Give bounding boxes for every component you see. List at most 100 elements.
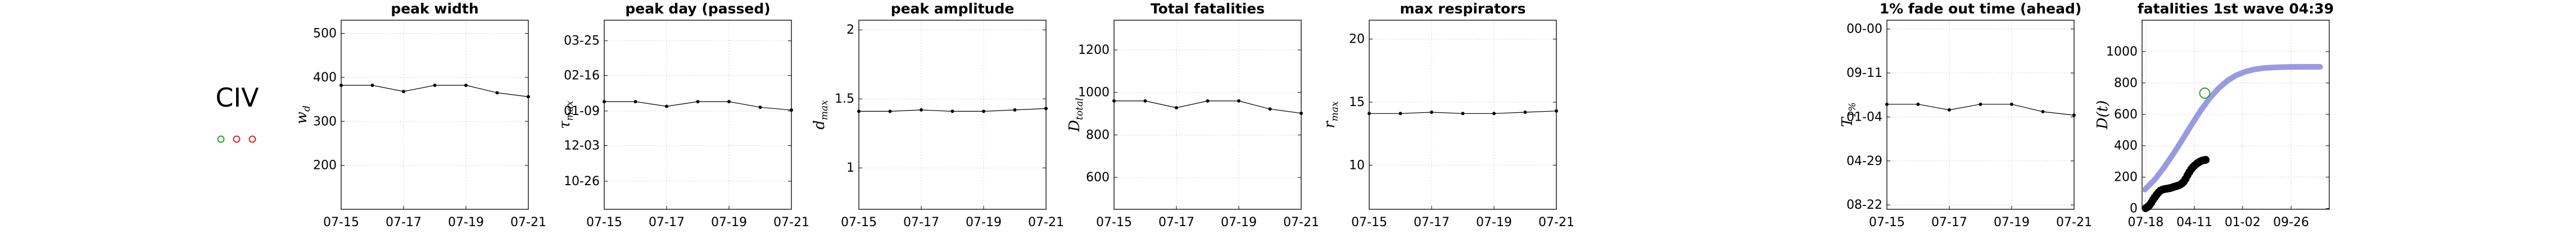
grid (1886, 20, 2075, 209)
data-point (1368, 112, 1371, 116)
y-tick-label: 300 (313, 114, 337, 129)
plot-frame (1886, 20, 2075, 210)
data-point (1979, 102, 1982, 106)
data-point (2072, 113, 2076, 117)
plot-frame (2142, 20, 2330, 210)
country-block: CIV (215, 82, 259, 143)
y-tick-label: 2 (846, 23, 854, 37)
y-axis-label: wd (293, 105, 313, 124)
x-tick-label: 07-21 (1283, 215, 1319, 230)
grid (341, 20, 529, 209)
plot-frame (604, 20, 792, 210)
model-curve (2142, 64, 2323, 192)
data-point (857, 109, 861, 113)
status-marker (217, 135, 225, 143)
data-point (1885, 102, 1889, 106)
data-point (1398, 112, 1402, 116)
y-tick-label: 00-00 (1846, 22, 1882, 36)
grid (604, 20, 792, 209)
x-tick-label: 07-21 (1538, 215, 1574, 230)
y-axis-label: D(t) (2094, 100, 2111, 130)
y-tick-label: 01-04 (1846, 110, 1882, 124)
y-axis-label-main: d (811, 120, 828, 130)
x-tick-label: 07-15 (1096, 215, 1132, 230)
y-tick-label: 1 (846, 161, 854, 175)
y-axis-label-sub: max (1329, 101, 1341, 121)
y-axis-label-main: w (293, 112, 310, 124)
data-point (1430, 111, 1433, 114)
y-axis-label-sub: 1% (1847, 102, 1858, 117)
data-point (2010, 102, 2013, 106)
y-axis-label: T1% (1839, 102, 1858, 127)
x-tick-label: 07-17 (1931, 215, 1967, 230)
y-tick-label: 20 (1349, 33, 1365, 47)
x-tick-label: 07-19 (448, 215, 484, 230)
y-tick-label: 600 (2114, 108, 2138, 122)
panel-title: fatalities 1st wave 04:39 (2138, 1, 2334, 17)
x-tick-label: 07-15 (1869, 215, 1905, 230)
y-axis-label-main: r (1321, 121, 1338, 129)
data-point (1523, 111, 1527, 114)
y-axis-label: rmax (1321, 101, 1341, 129)
y-tick-label: 1000 (1078, 86, 1110, 100)
observed-point (2202, 155, 2210, 164)
data-point (1237, 99, 1241, 103)
x-tick-label: 07-15 (841, 215, 877, 230)
x-tick-label: 07-19 (711, 215, 747, 230)
x-tick-label: 04-11 (2176, 215, 2212, 230)
marker-point (2199, 88, 2211, 99)
x-tick-label: 07-19 (1994, 215, 2030, 230)
plot-frame (341, 20, 529, 210)
panel-title: Total fatalities (1151, 1, 1265, 17)
grid (1113, 20, 1302, 209)
panel-fade-out-time: 1% fade out time (ahead) T1% 08-22 04-29 0… (1839, 1, 2092, 230)
data-point (1013, 108, 1017, 112)
y-tick-label: 10-26 (564, 175, 600, 189)
data-point (370, 83, 374, 87)
data-point (1268, 107, 1272, 111)
y-tick-label: 12-03 (564, 139, 600, 153)
y-axis-label-main: D(t) (2094, 100, 2111, 130)
panel-fatalities-first-wave: fatalities 1st wave 04:39 D(t) 0 200 400 60… (2094, 1, 2334, 230)
y-tick-label: 800 (2114, 76, 2138, 90)
x-tick-label: 07-17 (386, 215, 422, 230)
x-tick-label: 07-19 (966, 215, 1002, 230)
x-tick-label: 07-21 (1028, 215, 1064, 230)
y-tick-label: 1000 (2106, 45, 2138, 59)
y-tick-label: 04-29 (1846, 154, 1882, 168)
x-tick-label: 07-17 (903, 215, 939, 230)
x-tick-label: 07-21 (2056, 215, 2092, 230)
data-point (1175, 106, 1178, 110)
data-point (464, 83, 468, 87)
panel-title: peak width (391, 1, 478, 17)
data-point (527, 95, 530, 99)
data-point (402, 89, 405, 93)
panel-peak-width: peak width wd 200 300 400 500 07-15 07-17 07-1… (293, 1, 546, 230)
data-point (1555, 109, 1558, 113)
grid (2142, 20, 2329, 209)
x-tick-label: 09-26 (2273, 215, 2309, 230)
data-point (950, 109, 954, 113)
x-tick-label: 07-21 (510, 215, 546, 230)
x-tick-label: 07-15 (586, 215, 622, 230)
y-tick-label: 400 (313, 71, 337, 85)
y-axis-label: τmax (556, 100, 576, 129)
data-point (1948, 108, 1951, 112)
x-tick-label: 01-02 (2225, 215, 2261, 230)
data-point (758, 105, 762, 109)
status-marker (248, 135, 256, 143)
data-point (1461, 112, 1465, 116)
panel-peak-amplitude: peak amplitude dmax 1 1.5 2 07-15 07-17 07-19… (811, 1, 1064, 230)
data-point (665, 104, 668, 108)
x-tick-label: 07-18 (2127, 215, 2163, 230)
data-point (2041, 110, 2045, 114)
y-axis-label-main: T (1839, 117, 1856, 127)
x-tick-label: 07-21 (773, 215, 809, 230)
data-point (1112, 99, 1116, 103)
y-tick-label: 0 (2130, 202, 2138, 216)
y-tick-label: 500 (313, 27, 337, 41)
status-marker (233, 135, 241, 143)
data-point (920, 108, 923, 112)
y-tick-label: 03-25 (564, 34, 600, 48)
